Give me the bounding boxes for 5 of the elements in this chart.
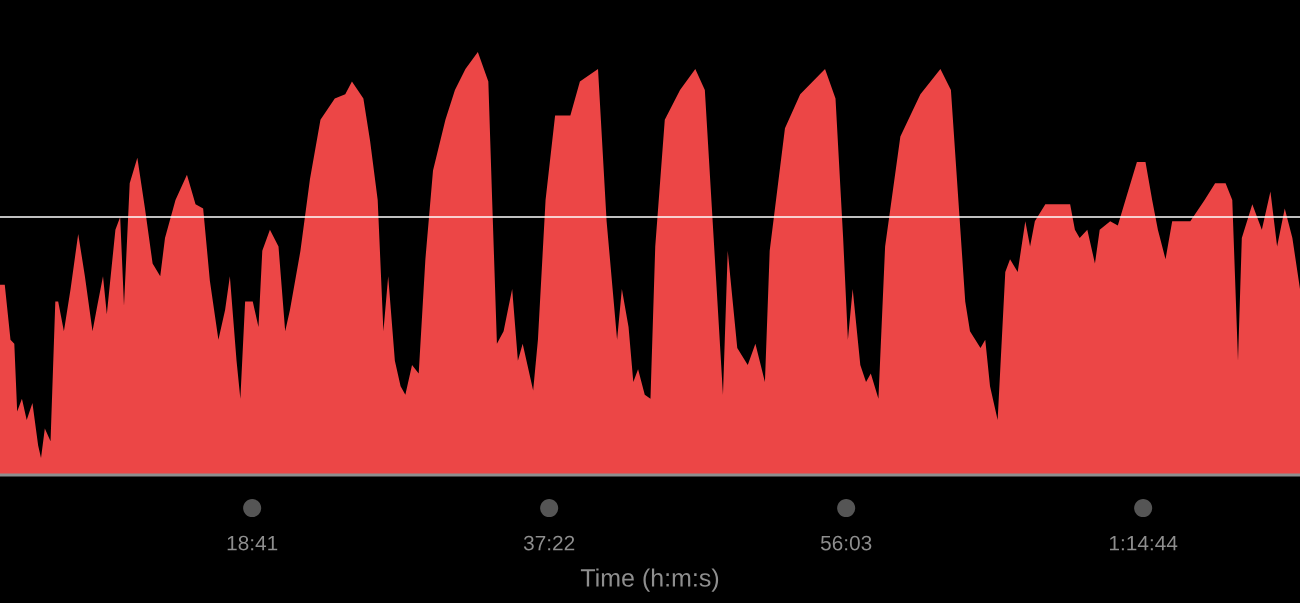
x-tick-label: 1:14:44 (1109, 535, 1178, 551)
x-axis-title: Time (h:m:s) (580, 568, 719, 592)
x-tick-label: 56:03 (820, 535, 872, 551)
x-tick-label: 37:22 (523, 535, 575, 551)
x-tick-label: 18:41 (227, 535, 278, 551)
